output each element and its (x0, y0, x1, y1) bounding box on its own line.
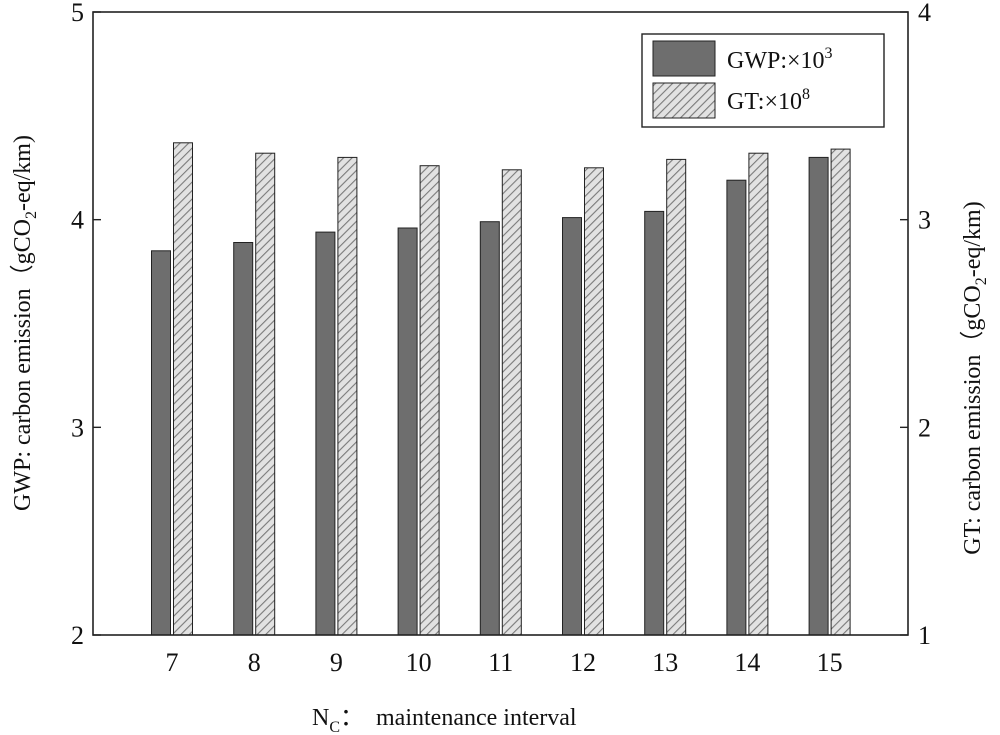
bar-gwp-7 (151, 250, 171, 636)
bar-gwp-13 (644, 210, 665, 636)
bar-gwp-15 (808, 156, 829, 636)
y-right-tick-label-2: 2 (918, 413, 931, 442)
x-tick-label-9: 9 (330, 648, 343, 677)
y-right-tick-label-1: 1 (918, 621, 931, 650)
plot-frame (92, 11, 909, 636)
legend-swatch-gwp (652, 40, 716, 77)
y-right-tick-label-4: 4 (918, 0, 931, 27)
bar-gt-7 (173, 142, 193, 636)
x-axis-title: NC： maintenance interval (312, 705, 577, 735)
legend-swatch-gt (652, 82, 716, 119)
y-right-tick-label-3: 3 (918, 206, 931, 235)
bar-gwp-8 (233, 242, 254, 636)
bar-gwp-10 (397, 227, 418, 636)
bar-gt-10 (419, 165, 440, 636)
y-axis-title-left: GWP: carbon emission（gCO2-eq/km) (10, 135, 40, 511)
y-axis-title-right: GT: carbon emission（gCO2-eq/km) (960, 201, 990, 554)
bar-gwp-11 (479, 221, 500, 636)
legend: GWP:×103 GT:×108 (641, 33, 885, 128)
x-tick-label-11: 11 (488, 648, 513, 677)
bar-gt-12 (584, 167, 604, 636)
y-left-tick-label-5: 5 (71, 0, 84, 27)
x-tick-label-8: 8 (248, 648, 261, 677)
bar-gwp-12 (562, 217, 582, 636)
y-left-tick-label-3: 3 (71, 413, 84, 442)
legend-label-gwp: GWP:×103 (727, 45, 833, 74)
bar-gt-11 (501, 169, 522, 636)
bar-gwp-14 (726, 179, 747, 636)
x-tick-label-7: 7 (166, 648, 179, 677)
bar-gt-8 (255, 152, 276, 636)
x-tick-label-14: 14 (734, 648, 760, 677)
y-left-tick-label-2: 2 (71, 621, 84, 650)
bar-gt-15 (830, 148, 851, 636)
bar-gt-9 (337, 156, 358, 636)
legend-label-gt: GT:×108 (727, 86, 810, 115)
x-tick-label-15: 15 (817, 648, 843, 677)
x-tick-label-13: 13 (652, 648, 678, 677)
x-tick-label-12: 12 (570, 648, 596, 677)
y-left-tick-label-4: 4 (71, 206, 84, 235)
bar-gwp-9 (315, 231, 336, 636)
x-tick-label-10: 10 (406, 648, 432, 677)
bar-gt-14 (748, 152, 769, 636)
bar-gt-13 (666, 158, 687, 636)
